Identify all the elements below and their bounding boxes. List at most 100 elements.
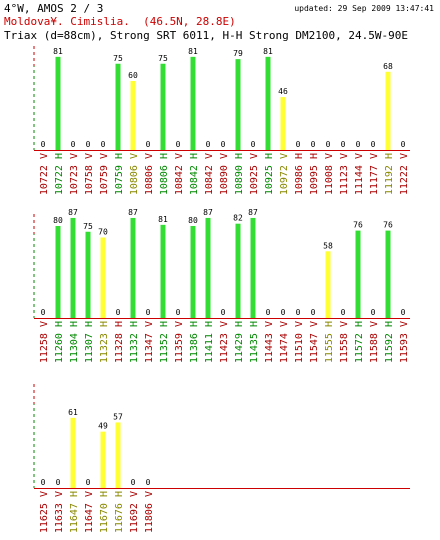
- frequency-label: 11177 V: [369, 153, 380, 195]
- frequency-label: 11332 H: [129, 321, 140, 363]
- bar-value-label: 0: [296, 308, 301, 317]
- bar-value-label: 0: [296, 140, 301, 149]
- bar-value-label: 70: [98, 228, 108, 237]
- frequency-label: 10759 V: [99, 153, 110, 195]
- bar-value-label: 0: [41, 140, 46, 149]
- bar-value-label: 81: [188, 47, 198, 56]
- bar-value-label: 0: [41, 308, 46, 317]
- bar-value-label: 0: [41, 478, 46, 487]
- signal-bar: [160, 224, 166, 318]
- frequency-label: 10842 H: [189, 153, 200, 195]
- signal-bar: [115, 63, 121, 150]
- bar-value-label: 0: [371, 140, 376, 149]
- frequency-label: 11323 H: [99, 321, 110, 363]
- bar-value-label: 0: [401, 140, 406, 149]
- frequency-label: 10995 H: [309, 153, 320, 195]
- frequency-label: 10890 H: [234, 153, 245, 195]
- bar-value-label: 0: [56, 478, 61, 487]
- bar-value-label: 81: [53, 47, 63, 56]
- signal-bar: [100, 237, 106, 318]
- frequency-label: 10986 H: [294, 153, 305, 195]
- bar-value-label: 60: [128, 71, 138, 80]
- frequency-label: 10806 H: [159, 153, 170, 195]
- signal-bar: [385, 71, 391, 150]
- bar-value-label: 80: [188, 216, 198, 225]
- signal-bar: [55, 226, 61, 318]
- frequency-label: 11123 V: [339, 153, 350, 195]
- bar-value-label: 46: [278, 87, 288, 96]
- signal-bar: [70, 217, 76, 318]
- bar-value-label: 0: [401, 308, 406, 317]
- bar-value-label: 0: [206, 140, 211, 149]
- bar-value-label: 0: [71, 140, 76, 149]
- frequency-label: 10842 V: [174, 153, 185, 195]
- frequency-label: 11676 H: [114, 491, 125, 533]
- signal-bar: [55, 56, 61, 150]
- frequency-label: 11588 V: [369, 321, 380, 363]
- bar-value-label: 81: [263, 47, 273, 56]
- frequency-label: 11144 V: [354, 153, 365, 195]
- bar-value-label: 0: [356, 140, 361, 149]
- signal-bar: [160, 63, 166, 150]
- signal-bar: [190, 226, 196, 318]
- frequency-label: 10842 V: [204, 153, 215, 195]
- frequency-label: 11304 H: [69, 321, 80, 363]
- frequency-label: 11429 H: [234, 321, 245, 363]
- frequency-label: 11547 V: [309, 321, 320, 363]
- frequency-label: 11352 H: [159, 321, 170, 363]
- frequency-label: 10806 V: [144, 153, 155, 195]
- bar-value-label: 87: [128, 208, 138, 217]
- bar-value-label: 0: [281, 308, 286, 317]
- frequency-label: 11625 V: [39, 491, 50, 533]
- bar-value-label: 0: [86, 140, 91, 149]
- frequency-label: 11386 H: [189, 321, 200, 363]
- frequency-label: 10925 H: [264, 153, 275, 195]
- bar-value-label: 0: [146, 140, 151, 149]
- signal-bar: [100, 431, 106, 488]
- frequency-label: 11411 H: [204, 321, 215, 363]
- frequency-label: 11593 V: [399, 321, 410, 363]
- signal-bar: [130, 81, 136, 150]
- frequency-label: 11670 H: [99, 491, 110, 533]
- bar-value-label: 0: [251, 140, 256, 149]
- bar-value-label: 0: [116, 308, 121, 317]
- bar-value-label: 0: [371, 308, 376, 317]
- bar-value-label: 0: [341, 308, 346, 317]
- frequency-label: 11692 V: [129, 491, 140, 533]
- bar-value-label: 0: [311, 308, 316, 317]
- frequency-label: 11328 H: [114, 321, 125, 363]
- signal-bar: [235, 59, 241, 150]
- frequency-label: 11558 V: [339, 321, 350, 363]
- signal-bar: [70, 417, 76, 488]
- frequency-label: 11192 H: [384, 153, 395, 195]
- signal-bar: [355, 230, 361, 318]
- bar-value-label: 75: [113, 54, 123, 63]
- bar-value-label: 0: [176, 140, 181, 149]
- bar-value-label: 82: [233, 214, 243, 223]
- signal-bar: [325, 251, 331, 318]
- frequency-label: 11592 H: [384, 321, 395, 363]
- frequency-label: 11633 V: [54, 491, 65, 533]
- page-title: 4°W, AMOS 2 / 3: [4, 2, 104, 15]
- bar-value-label: 75: [158, 54, 168, 63]
- bar-value-label: 0: [311, 140, 316, 149]
- frequency-label: 11423 V: [219, 321, 230, 363]
- frequency-label: 10759 H: [114, 153, 125, 195]
- bar-value-label: 0: [176, 308, 181, 317]
- bar-value-label: 76: [353, 221, 363, 230]
- frequency-label: 11008 V: [324, 153, 335, 195]
- bar-value-label: 0: [86, 478, 91, 487]
- dish-info-text: Triax (d=88cm), Strong SRT 6011, H-H Str…: [4, 29, 408, 42]
- bar-value-label: 0: [221, 308, 226, 317]
- signal-bar: [385, 230, 391, 318]
- frequency-label: 11510 V: [294, 321, 305, 363]
- bar-value-label: 61: [68, 408, 78, 417]
- bar-value-label: 0: [221, 140, 226, 149]
- frequency-label: 11258 V: [39, 321, 50, 363]
- signal-bar: [190, 56, 196, 150]
- bar-value-label: 0: [146, 308, 151, 317]
- frequency-label: 11443 V: [264, 321, 275, 363]
- signal-bar: [250, 217, 256, 318]
- bar-value-label: 87: [248, 208, 258, 217]
